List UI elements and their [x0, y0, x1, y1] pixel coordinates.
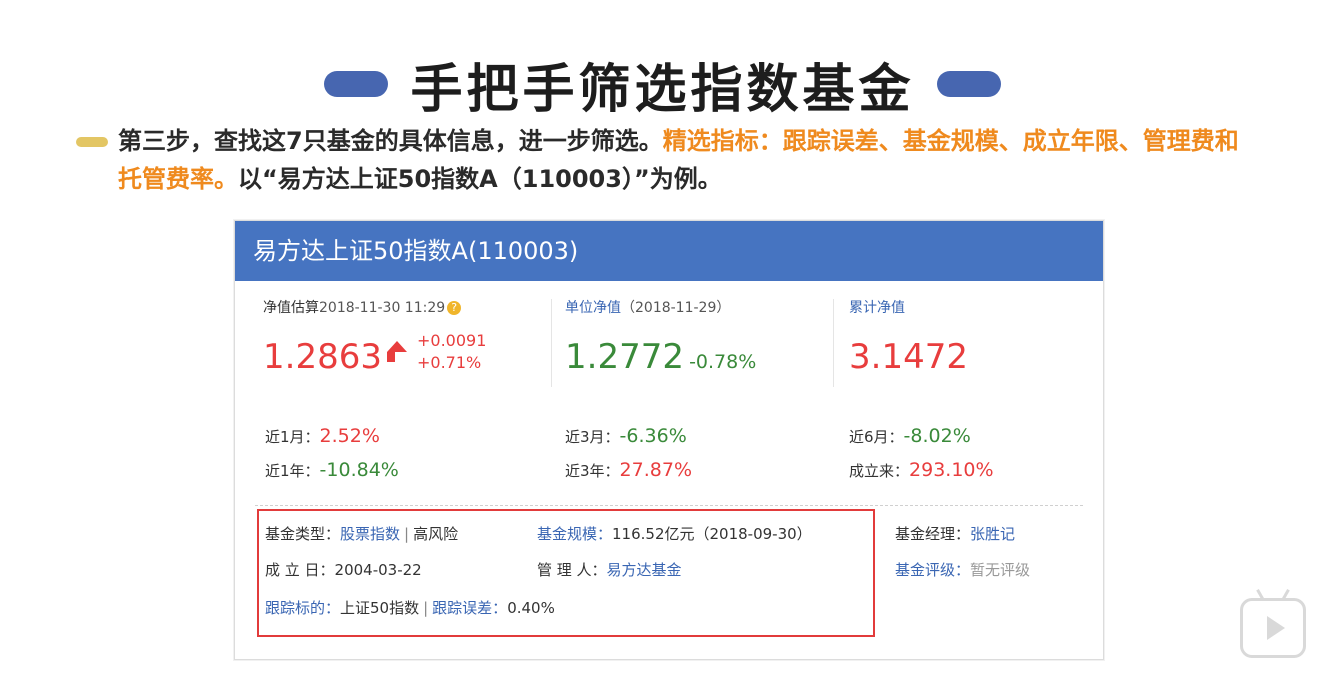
tracking-label[interactable]: 跟踪标的： [265, 599, 341, 617]
slide-title: 手把手筛选指数基金 [410, 59, 915, 120]
highlight-box [257, 509, 875, 637]
column-divider [833, 299, 834, 387]
tracking-error-value: 0.40% [507, 599, 555, 617]
perf-1y: 近1年：-10.84% [265, 459, 399, 481]
perf-6m: 近6月：-8.02% [849, 425, 971, 447]
risk-level: 高风险 [413, 525, 459, 543]
fund-size-label[interactable]: 基金规模： [537, 525, 613, 543]
company-link[interactable]: 易方达基金 [606, 561, 682, 579]
title-pill-right-decoration [936, 71, 1001, 97]
founded-value: 2004-03-22 [334, 561, 422, 579]
estimate-change-pct: +0.71% [417, 353, 482, 372]
unit-nav-value: 1.2772 [565, 337, 684, 377]
perf-3m: 近3月：-6.36% [565, 425, 687, 447]
intro-text: 第三步，查找这7只基金的具体信息，进一步筛选。精选指标：跟踪误差、基金规模、成立… [118, 122, 1258, 198]
info-icon[interactable]: ? [447, 301, 462, 315]
title-pill-left-decoration [324, 71, 389, 97]
estimate-value: 1.2863 [263, 337, 382, 377]
estimate-change-abs: +0.0091 [417, 331, 487, 350]
acc-nav-label[interactable]: 累计净值 [849, 300, 905, 316]
fund-card: 易方达上证50指数A(110003) 净值估算2018-11-30 11:29?… [234, 220, 1104, 660]
fund-manager-row: 基金经理：张胜记 [895, 525, 1016, 543]
estimate-column: 净值估算2018-11-30 11:29? 1.2863 +0.0091 +0.… [263, 297, 543, 379]
dotted-divider [255, 505, 1083, 506]
perf-3y: 近3年：27.87% [565, 459, 692, 481]
column-divider [551, 299, 552, 387]
estimate-label: 净值估算 [263, 300, 319, 316]
acc-nav-value: 3.1472 [849, 337, 968, 377]
unit-nav-label[interactable]: 单位净值 [565, 300, 621, 316]
intro-highlight: 精选指标：跟踪误差、基金规模、成立年限、管理费和托管费率。 [118, 127, 1239, 193]
unit-nav-date: （2018-11-29） [621, 300, 731, 316]
unit-nav-column: 单位净值（2018-11-29） 1.2772 -0.78% [565, 297, 756, 377]
intro-example: 以“易方达上证50指数A（110003）”为例。 [238, 165, 722, 193]
fund-manager-link[interactable]: 张胜记 [970, 525, 1016, 543]
fund-type-row: 基金类型：股票指数 | 高风险 [265, 525, 459, 543]
founded-row: 成 立 日：2004-03-22 [265, 561, 422, 579]
rating-value: 暂无评级 [970, 561, 1031, 579]
perf-1m: 近1月：2.52% [265, 425, 380, 447]
estimate-datetime: 2018-11-30 11:29 [319, 300, 446, 316]
slide-title-row: 手把手筛选指数基金 [0, 44, 1325, 124]
fund-type-link[interactable]: 股票指数 [340, 525, 401, 543]
perf-since-inception: 成立来：293.10% [849, 459, 994, 481]
intro-step: 第三步，查找这7只基金的具体信息，进一步筛选。 [118, 127, 663, 155]
tracking-error-label[interactable]: 跟踪误差： [432, 599, 508, 617]
bullet-bar-icon [76, 137, 108, 147]
company-row: 管 理 人：易方达基金 [537, 561, 682, 579]
fund-size-row: 基金规模：116.52亿元（2018-09-30） [537, 523, 812, 544]
tracking-value: 上证50指数 [340, 599, 420, 617]
fund-size-value: 116.52亿元（2018-09-30） [612, 525, 812, 543]
rating-row: 基金评级：暂无评级 [895, 559, 1030, 580]
tracking-row: 跟踪标的：上证50指数 | 跟踪误差：0.40% [265, 599, 555, 617]
unit-nav-change: -0.78% [689, 351, 757, 373]
video-play-icon [1240, 598, 1306, 658]
acc-nav-column: 累计净值 3.1472 [849, 297, 968, 377]
rating-label[interactable]: 基金评级： [895, 561, 971, 579]
fund-name-header[interactable]: 易方达上证50指数A(110003) [235, 221, 1103, 281]
